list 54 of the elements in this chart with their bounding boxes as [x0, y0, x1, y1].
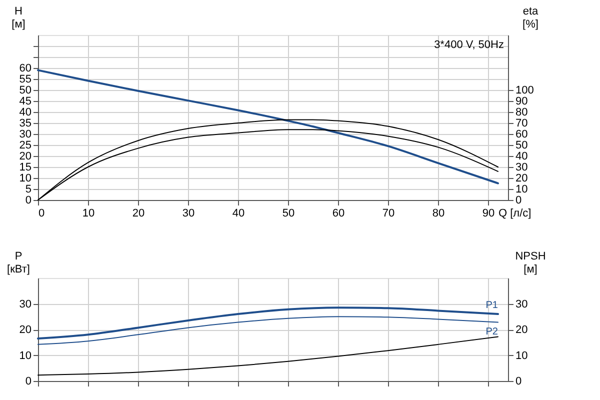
y2-tick-label: 60 — [516, 128, 528, 140]
x-tick-label: 0 — [38, 208, 45, 220]
y-tick-label: 60 — [19, 62, 32, 74]
x-tick-label: 60 — [332, 208, 345, 220]
y-tick-label: 20 — [19, 150, 32, 162]
y2-tick-label: 20 — [516, 324, 528, 336]
y2-tick-label: 30 — [516, 162, 528, 174]
x-tick-label: 20 — [132, 208, 145, 220]
y2-tick-label: 40 — [516, 150, 528, 162]
y2-tick-label: 70 — [516, 118, 528, 130]
y-tick-label: 50 — [19, 84, 32, 96]
series-label: P2 — [486, 326, 498, 338]
x-tick-label: 30 — [182, 208, 195, 220]
y2-tick-label: 90 — [516, 96, 528, 108]
x-tick-label: 80 — [432, 208, 445, 220]
y2-tick-label: 10 — [516, 350, 528, 362]
y-tick-label: 0 — [25, 194, 32, 206]
y2-tick-label: 10 — [516, 184, 528, 196]
y-tick-label: 35 — [19, 118, 32, 130]
y-tick-label: 30 — [19, 298, 32, 310]
line-series — [37, 306, 499, 340]
y-axis-title: H [м] — [12, 6, 26, 30]
x-tick-label: 50 — [282, 208, 295, 220]
y-tick-label: 40 — [19, 106, 32, 118]
y-tick-label: 15 — [19, 162, 32, 174]
x-tick-label: 10 — [82, 208, 95, 220]
series-label: P1 — [486, 300, 498, 312]
y-axis-title: P [кВт] — [7, 250, 30, 276]
y2-tick-label: 50 — [516, 140, 528, 152]
x-tick-label: 70 — [382, 208, 395, 220]
y-tick-label: 45 — [19, 96, 32, 108]
y2-tick-label: 80 — [516, 106, 528, 118]
y-tick-label: 25 — [19, 140, 32, 152]
y-tick-label: 10 — [19, 350, 32, 362]
y2-axis-title: NPSH [м] — [515, 250, 546, 276]
x-axis-title: Q [л/с] — [498, 208, 532, 220]
y-tick-label: 20 — [19, 324, 32, 336]
y-tick-label: 5 — [25, 184, 32, 196]
y2-tick-label: 100 — [516, 84, 534, 96]
y-tick-label: 30 — [19, 128, 32, 140]
y2-axis-title: eta [%] — [522, 6, 540, 30]
annotation: 3*400 V, 50Hz — [434, 39, 504, 51]
y2-tick-label: 0 — [516, 194, 522, 206]
line-series — [38, 316, 498, 345]
y-tick-label: 55 — [19, 74, 32, 86]
x-tick-label: 90 — [482, 208, 495, 220]
line-series — [38, 336, 498, 376]
y2-tick-label: 20 — [516, 172, 528, 184]
y2-tick-label: 30 — [516, 298, 528, 310]
y-tick-label: 10 — [19, 172, 32, 184]
x-tick-label: 40 — [232, 208, 245, 220]
line-series — [37, 69, 499, 184]
y-tick-label: 0 — [25, 376, 32, 388]
y2-tick-label: 0 — [516, 376, 522, 388]
